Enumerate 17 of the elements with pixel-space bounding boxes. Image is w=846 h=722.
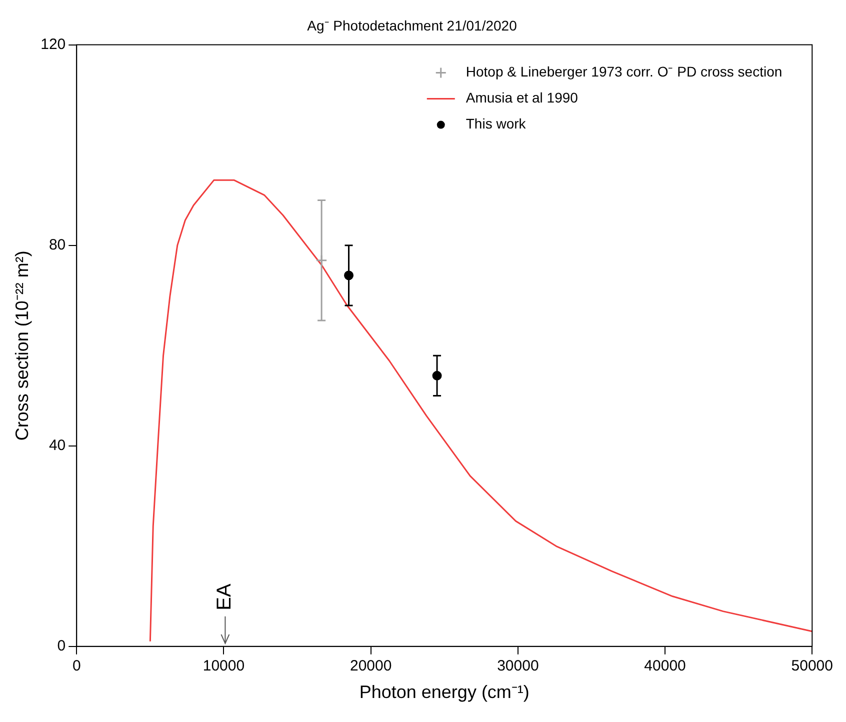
chart-title: Ag⁻ Photodetachment 21/01/2020: [307, 17, 518, 34]
y-axis-title: Cross section (10⁻²² m²): [12, 250, 32, 441]
y-tick-label: 0: [57, 638, 66, 655]
x-axis-title: Photon energy (cm⁻¹): [359, 682, 530, 702]
y-tick-label: 40: [48, 437, 66, 454]
x-tick-label: 10000: [202, 658, 245, 675]
legend-label: Hotop & Lineberger 1973 corr. O⁻ PD cross section: [466, 64, 782, 80]
y-tick-label: 120: [40, 36, 66, 53]
legend-label: This work: [466, 116, 527, 132]
legend-label: Amusia et al 1990: [466, 90, 578, 106]
x-tick-label: 20000: [350, 658, 392, 675]
x-tick-label: 50000: [791, 658, 834, 675]
annotation: EA: [214, 583, 236, 610]
y-tick-label: 80: [48, 236, 66, 254]
x-tick-label: 40000: [644, 658, 686, 675]
x-tick-label: 0: [72, 658, 81, 675]
x-tick-label: 30000: [497, 658, 539, 675]
